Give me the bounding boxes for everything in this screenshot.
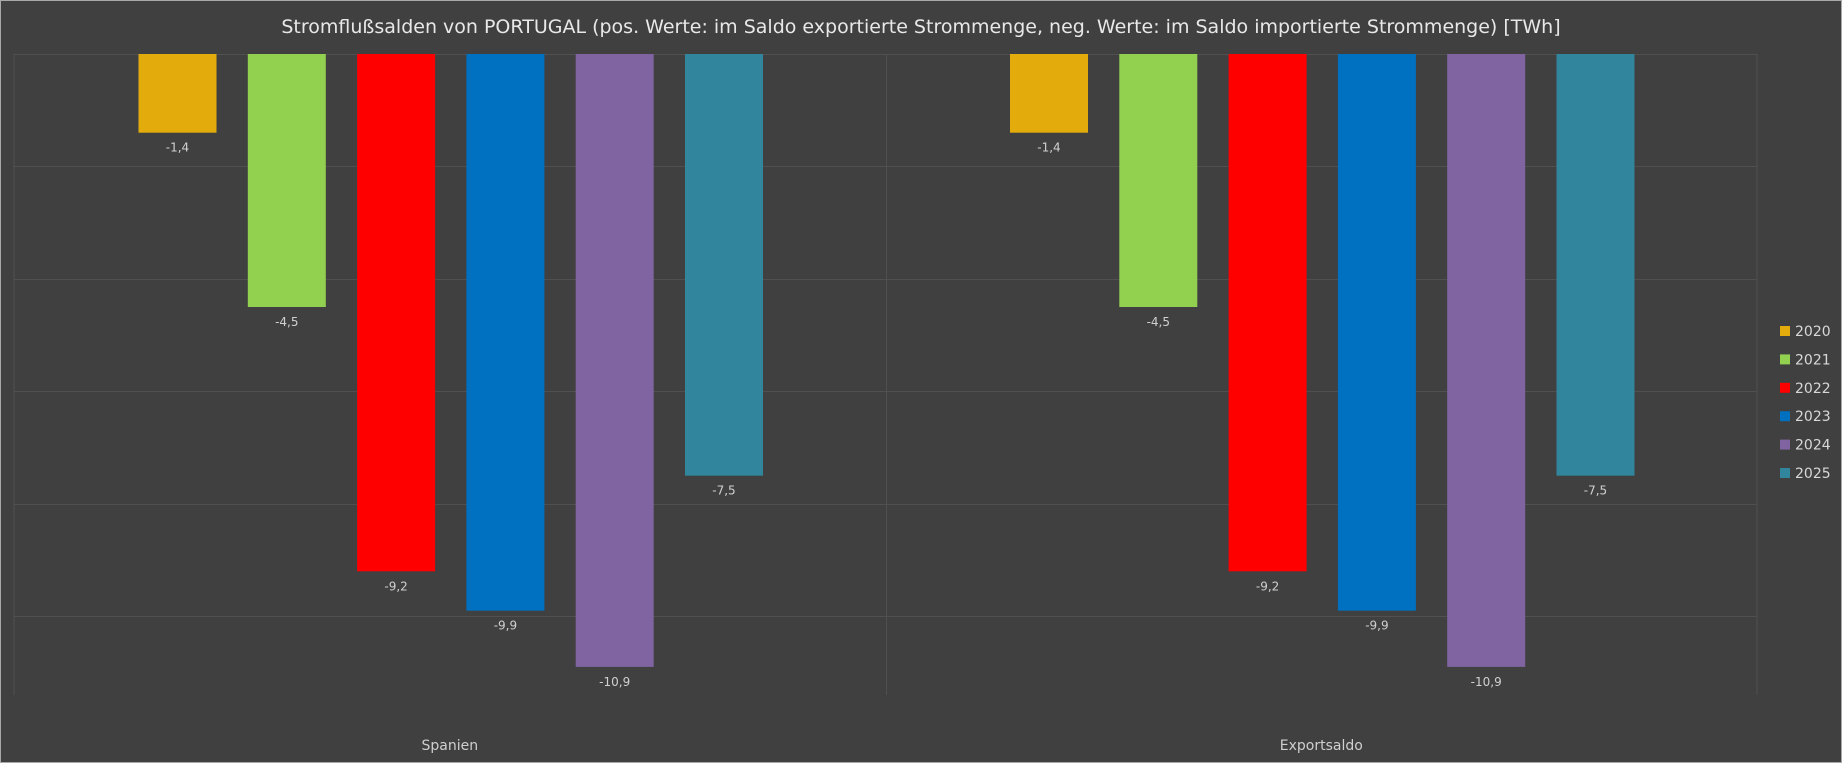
bar-2021-exportsaldo[interactable] bbox=[1119, 54, 1198, 307]
legend-item-2024[interactable]: 2024 bbox=[1780, 438, 1831, 454]
legend-label-2021: 2021 bbox=[1795, 352, 1831, 368]
data-label-2022-exportsaldo: -9,2 bbox=[1256, 579, 1279, 593]
category-label-exportsaldo: Exportsaldo bbox=[1280, 738, 1363, 754]
legend-swatch-2022 bbox=[1780, 382, 1790, 393]
legend-label-2022: 2022 bbox=[1795, 381, 1831, 397]
bar-2025-exportsaldo[interactable] bbox=[1556, 54, 1635, 476]
legend: 2020 2021 2022 2023 2024 2025 bbox=[1780, 324, 1831, 482]
bars bbox=[138, 54, 1635, 667]
data-label-2024-spanien: -10,9 bbox=[599, 675, 630, 689]
category-labels: Spanien Exportsaldo bbox=[421, 738, 1362, 754]
data-label-2023-exportsaldo: -9,9 bbox=[1365, 619, 1388, 633]
bar-2020-exportsaldo[interactable] bbox=[1010, 54, 1088, 133]
bar-2021-spanien[interactable] bbox=[247, 54, 326, 307]
bar-2023-spanien[interactable] bbox=[466, 54, 545, 611]
legend-label-2023: 2023 bbox=[1795, 409, 1831, 425]
bar-2022-spanien[interactable] bbox=[357, 54, 436, 572]
bar-2023-exportsaldo[interactable] bbox=[1337, 54, 1416, 611]
data-label-2025-exportsaldo: -7,5 bbox=[1584, 484, 1607, 498]
data-labels: -1,4 -4,5 -9,2 -9,9 -10,9 -7,5 -1,4 -4,5 -9,2 -9,… bbox=[166, 141, 1607, 689]
data-label-2024-exportsaldo: -10,9 bbox=[1471, 675, 1502, 689]
legend-item-2021[interactable]: 2021 bbox=[1780, 352, 1831, 368]
data-label-2021-exportsaldo: -4,5 bbox=[1147, 315, 1170, 329]
legend-swatch-2024 bbox=[1780, 439, 1790, 450]
legend-swatch-2021 bbox=[1780, 354, 1790, 365]
legend-item-2022[interactable]: 2022 bbox=[1780, 381, 1831, 397]
legend-item-2023[interactable]: 2023 bbox=[1780, 409, 1831, 425]
bar-2024-spanien[interactable] bbox=[575, 54, 654, 667]
legend-label-2024: 2024 bbox=[1795, 438, 1831, 454]
legend-label-2025: 2025 bbox=[1795, 466, 1831, 482]
legend-swatch-2020 bbox=[1780, 326, 1790, 336]
legend-label-2020: 2020 bbox=[1795, 324, 1831, 340]
category-label-spanien: Spanien bbox=[421, 738, 478, 754]
legend-item-2025[interactable]: 2025 bbox=[1780, 466, 1831, 482]
data-label-2023-spanien: -9,9 bbox=[494, 619, 517, 633]
bar-2022-exportsaldo[interactable] bbox=[1228, 54, 1307, 572]
bar-2024-exportsaldo[interactable] bbox=[1447, 54, 1526, 667]
data-label-2020-spanien: -1,4 bbox=[166, 141, 189, 155]
legend-item-2020[interactable]: 2020 bbox=[1780, 324, 1831, 340]
bar-2025-spanien[interactable] bbox=[685, 54, 763, 476]
bar-2020-spanien[interactable] bbox=[138, 54, 217, 133]
legend-swatch-2025 bbox=[1780, 468, 1790, 478]
chart-title: Stromflußsalden von PORTUGAL (pos. Werte… bbox=[281, 16, 1560, 38]
data-label-2025-spanien: -7,5 bbox=[712, 484, 735, 498]
data-label-2022-spanien: -9,2 bbox=[384, 579, 407, 593]
data-label-2020-exportsaldo: -1,4 bbox=[1037, 141, 1060, 155]
legend-swatch-2023 bbox=[1780, 411, 1790, 422]
data-label-2021-spanien: -4,5 bbox=[275, 315, 298, 329]
